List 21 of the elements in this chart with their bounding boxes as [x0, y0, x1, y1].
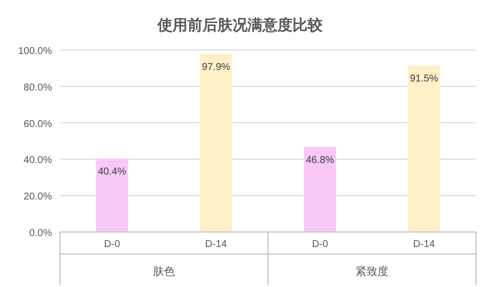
x-tick-label: D-0	[312, 239, 328, 250]
y-tick-label: 100.0%	[18, 46, 52, 57]
y-tick-label: 0.0%	[29, 228, 52, 239]
bar	[200, 54, 232, 232]
bar	[96, 158, 128, 232]
text: 肤色	[153, 266, 175, 278]
y-tick-label: 60.0%	[24, 118, 52, 130]
data-label: 46.8%	[306, 154, 334, 166]
bar	[408, 65, 440, 232]
x-tick-label: D-0	[104, 239, 120, 250]
data-label: 91.5%	[410, 73, 438, 84]
text: 紧致度	[356, 265, 388, 278]
x-tick-label: D-14	[413, 239, 436, 250]
chart-title: 使用前后肤况满意度比较	[156, 16, 324, 34]
y-tick-label: 20.0%	[24, 192, 52, 203]
bar	[304, 146, 336, 232]
data-label: 40.4%	[98, 166, 126, 178]
y-tick-label: 40.0%	[24, 155, 52, 166]
y-tick-label: 80.0%	[24, 82, 52, 94]
x-tick-label: D-14	[205, 239, 228, 250]
data-label: 97.9%	[202, 62, 230, 73]
